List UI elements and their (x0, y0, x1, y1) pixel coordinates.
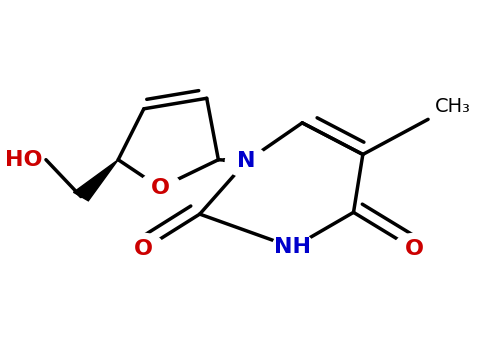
Circle shape (272, 232, 314, 263)
Circle shape (226, 146, 267, 177)
Circle shape (139, 172, 181, 204)
Circle shape (123, 233, 165, 265)
Text: O: O (151, 178, 169, 198)
Text: HO: HO (5, 150, 42, 170)
Text: N: N (237, 152, 256, 171)
Circle shape (393, 233, 435, 265)
Text: CH₃: CH₃ (435, 97, 471, 116)
Text: O: O (405, 239, 424, 259)
Polygon shape (74, 160, 118, 201)
Text: NH: NH (274, 238, 311, 257)
Text: O: O (135, 239, 153, 259)
